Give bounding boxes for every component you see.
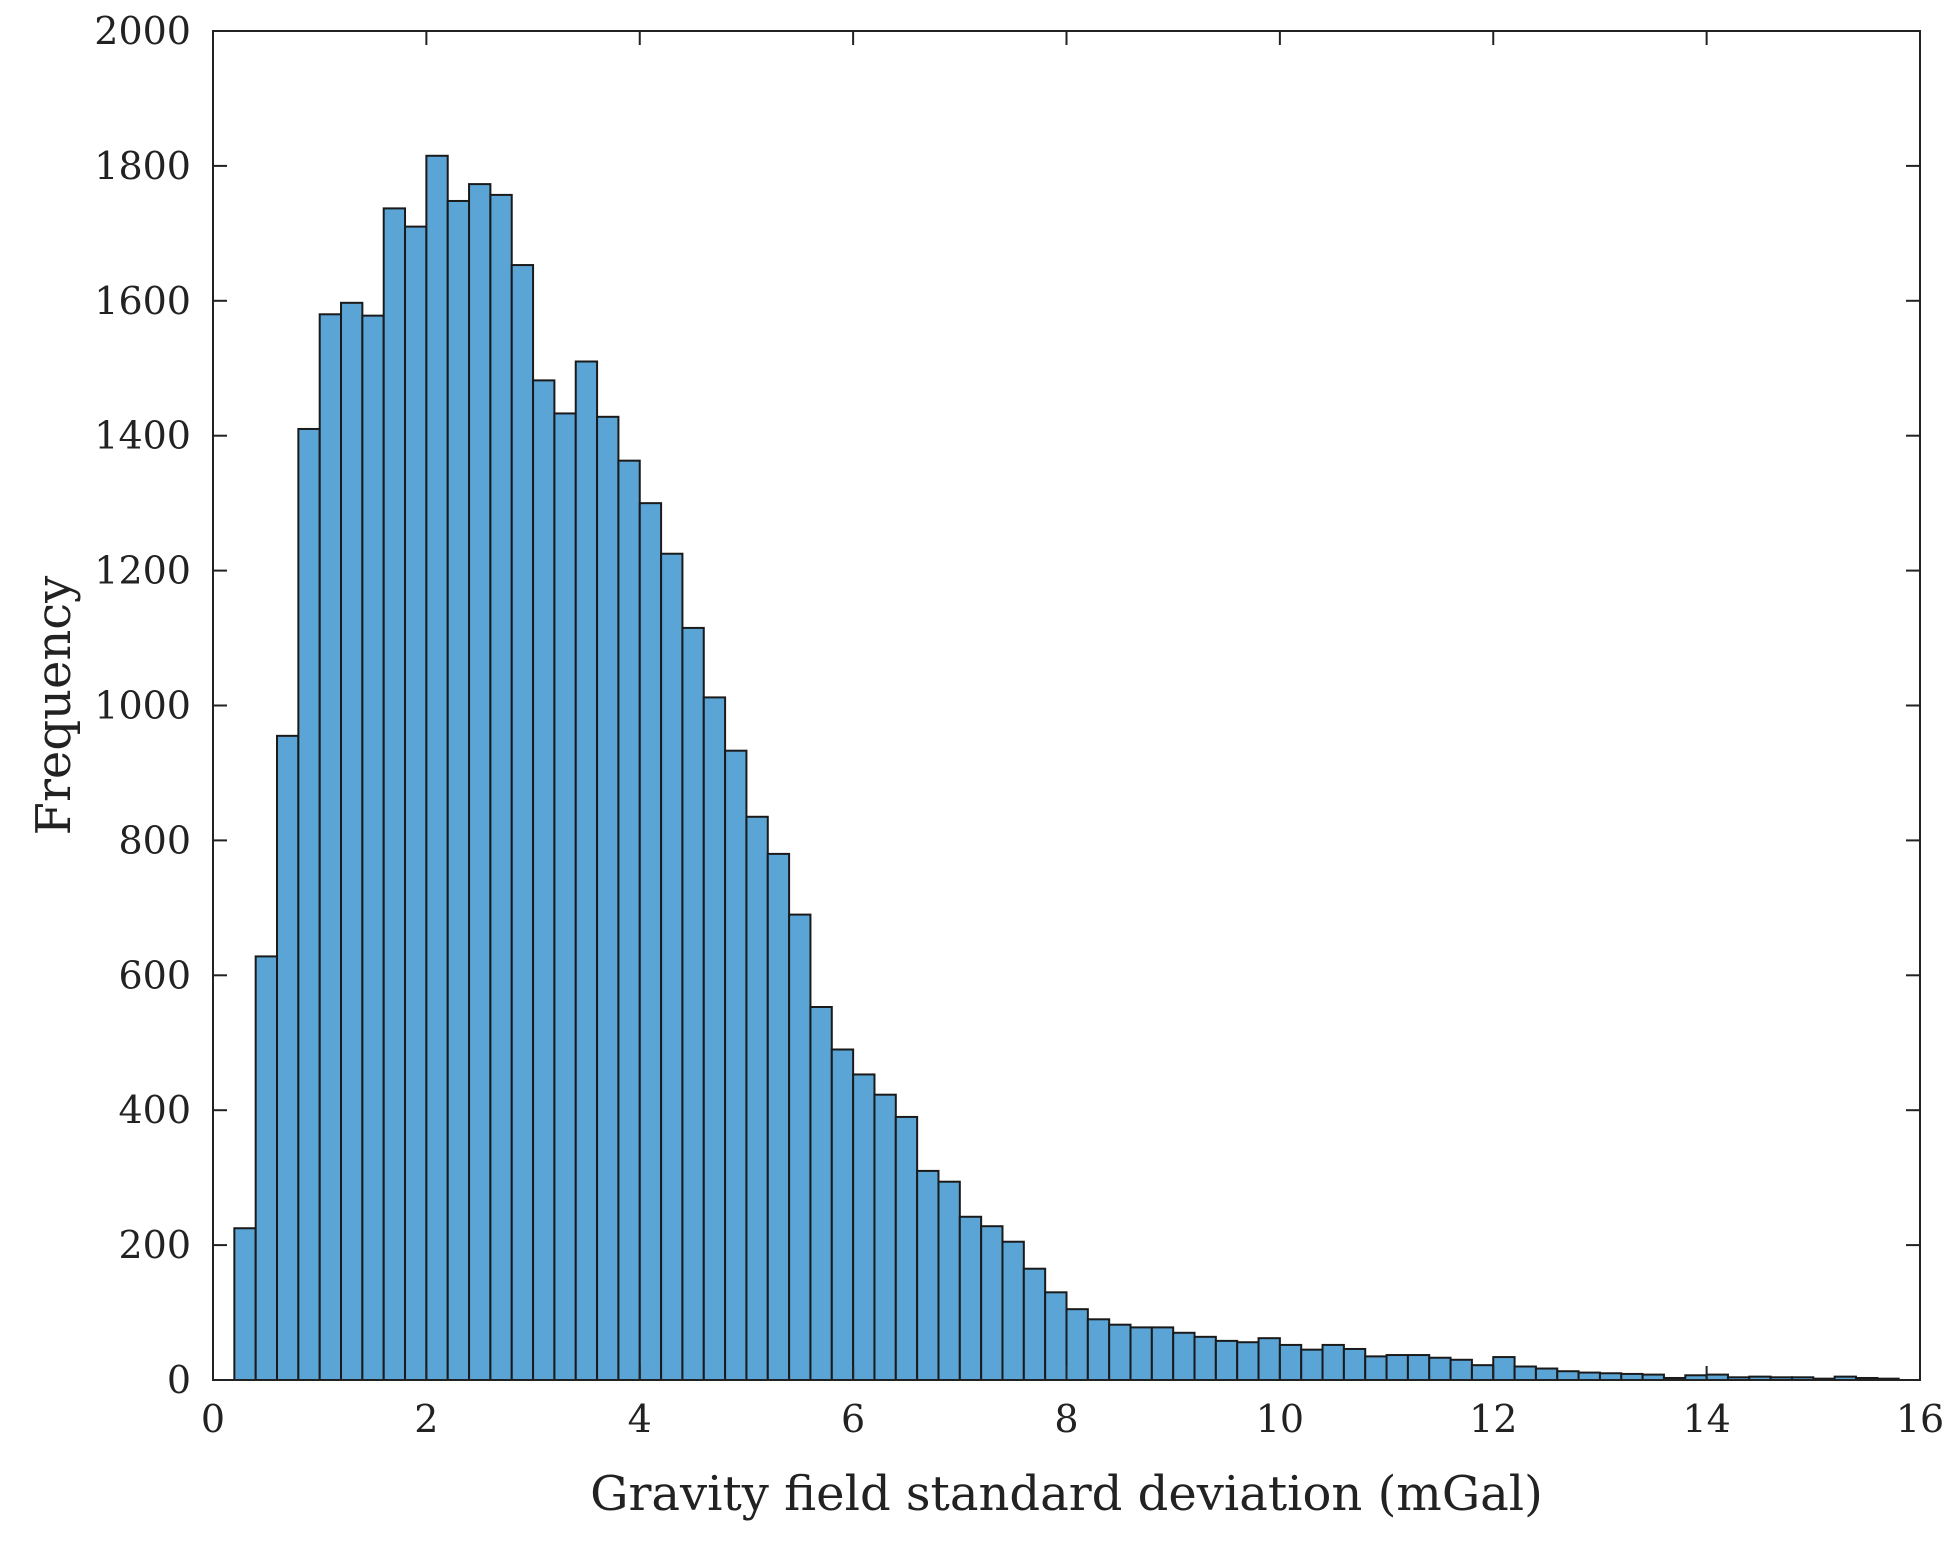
y-tick-label: 1600 bbox=[94, 279, 191, 323]
histogram-bar bbox=[958, 1215, 983, 1382]
y-tick-label: 400 bbox=[118, 1088, 191, 1132]
histogram-bar bbox=[297, 427, 321, 1381]
x-tick-labels: 0 2 4 6 8 10 12 14 16 bbox=[201, 1397, 1944, 1441]
histogram-bar bbox=[361, 314, 385, 1381]
histogram-bar bbox=[1577, 1371, 1601, 1381]
histogram-bar bbox=[1214, 1339, 1239, 1382]
histogram-bar bbox=[1492, 1356, 1516, 1381]
histogram-bar bbox=[1108, 1323, 1132, 1381]
y-axis-label: Frequency bbox=[26, 576, 82, 836]
histogram-bar bbox=[1556, 1370, 1580, 1381]
x-tick-label: 4 bbox=[628, 1397, 652, 1441]
histogram-bar bbox=[1470, 1364, 1495, 1382]
histogram-bar bbox=[852, 1073, 876, 1381]
histogram-bar bbox=[1534, 1367, 1559, 1382]
histogram-bar bbox=[873, 1093, 897, 1381]
histogram-bar bbox=[1044, 1291, 1068, 1381]
histogram-bar bbox=[446, 199, 471, 1382]
y-tick-label: 1400 bbox=[94, 414, 191, 458]
histogram-bar bbox=[937, 1180, 961, 1381]
histogram-bar bbox=[788, 913, 812, 1381]
histogram-bar bbox=[596, 415, 620, 1381]
histogram-bar bbox=[1428, 1356, 1452, 1381]
axis-ticks bbox=[212, 30, 1921, 1381]
histogram-bar bbox=[1278, 1343, 1303, 1382]
x-tick-label: 6 bbox=[841, 1397, 865, 1441]
histogram-bar bbox=[894, 1115, 919, 1381]
histogram-bar bbox=[1385, 1354, 1409, 1382]
histogram-bar bbox=[489, 193, 513, 1381]
histogram-bar bbox=[1129, 1326, 1153, 1382]
histogram-bar bbox=[510, 264, 535, 1381]
histogram-bar bbox=[1065, 1308, 1089, 1382]
x-tick-label: 12 bbox=[1469, 1397, 1517, 1441]
histogram-bar bbox=[1342, 1347, 1367, 1381]
x-tick-label: 10 bbox=[1256, 1397, 1304, 1441]
histogram-bar bbox=[745, 815, 769, 1381]
histogram-bar bbox=[1364, 1355, 1388, 1382]
histogram-bar bbox=[404, 225, 428, 1382]
y-tick-label: 1200 bbox=[94, 549, 191, 593]
histogram-bar bbox=[574, 360, 599, 1381]
histogram-bar bbox=[638, 502, 663, 1381]
histogram-bar bbox=[702, 696, 727, 1381]
histogram-bar bbox=[233, 1227, 257, 1381]
x-tick-label: 16 bbox=[1896, 1397, 1944, 1441]
histogram-bar bbox=[681, 626, 705, 1381]
histogram-bar bbox=[468, 183, 492, 1382]
histogram-bar bbox=[318, 313, 343, 1381]
x-axis-label: Gravity field standard deviation (mGal) bbox=[590, 1466, 1543, 1522]
histogram-bar bbox=[1300, 1348, 1324, 1382]
histogram-bar bbox=[1172, 1331, 1196, 1382]
y-tick-label: 200 bbox=[118, 1223, 191, 1267]
histogram-bar bbox=[1406, 1354, 1431, 1382]
y-tick-label: 2000 bbox=[94, 9, 191, 53]
histogram-bar bbox=[425, 154, 449, 1381]
x-tick-label: 0 bbox=[201, 1397, 225, 1441]
histogram-bar bbox=[340, 301, 364, 1382]
histogram-bar bbox=[1001, 1240, 1025, 1381]
histogram-bar bbox=[1321, 1343, 1345, 1382]
histogram-bar bbox=[254, 955, 279, 1381]
histogram-bar bbox=[766, 852, 791, 1381]
histogram-bar bbox=[1257, 1337, 1281, 1382]
histogram-bar bbox=[809, 1006, 833, 1381]
x-tick-label: 2 bbox=[414, 1397, 438, 1441]
histogram-bar bbox=[1022, 1267, 1047, 1381]
histogram-bar bbox=[553, 412, 577, 1381]
y-tick-label: 600 bbox=[118, 953, 191, 997]
histogram-bar bbox=[1236, 1341, 1260, 1381]
histogram-bar bbox=[1598, 1372, 1623, 1382]
histogram-bar bbox=[724, 749, 748, 1381]
histogram-bar bbox=[1513, 1365, 1537, 1382]
histogram-bar bbox=[276, 734, 300, 1381]
histogram-bar bbox=[532, 379, 556, 1381]
x-tick-label: 14 bbox=[1682, 1397, 1730, 1441]
histogram-bar bbox=[617, 459, 641, 1382]
histogram-bar bbox=[382, 207, 407, 1381]
histogram-bar bbox=[1449, 1358, 1473, 1382]
histogram-bar bbox=[916, 1169, 940, 1382]
histogram-bar bbox=[1193, 1335, 1217, 1381]
histogram-bar bbox=[660, 552, 684, 1381]
x-tick-label: 8 bbox=[1054, 1397, 1078, 1441]
histogram-bar bbox=[830, 1048, 855, 1381]
histogram-bar bbox=[980, 1225, 1004, 1381]
y-tick-label: 800 bbox=[118, 818, 191, 862]
y-tick-label: 1000 bbox=[94, 684, 191, 728]
y-tick-labels: 0 200 400 600 800 1000 1200 1400 1600 1800 2000 bbox=[94, 9, 191, 1402]
histogram-bars bbox=[233, 154, 1900, 1382]
y-tick-label: 1800 bbox=[94, 144, 191, 188]
histogram-bar bbox=[1150, 1326, 1175, 1382]
y-tick-label: 0 bbox=[167, 1358, 191, 1402]
histogram-bar bbox=[1086, 1318, 1111, 1382]
